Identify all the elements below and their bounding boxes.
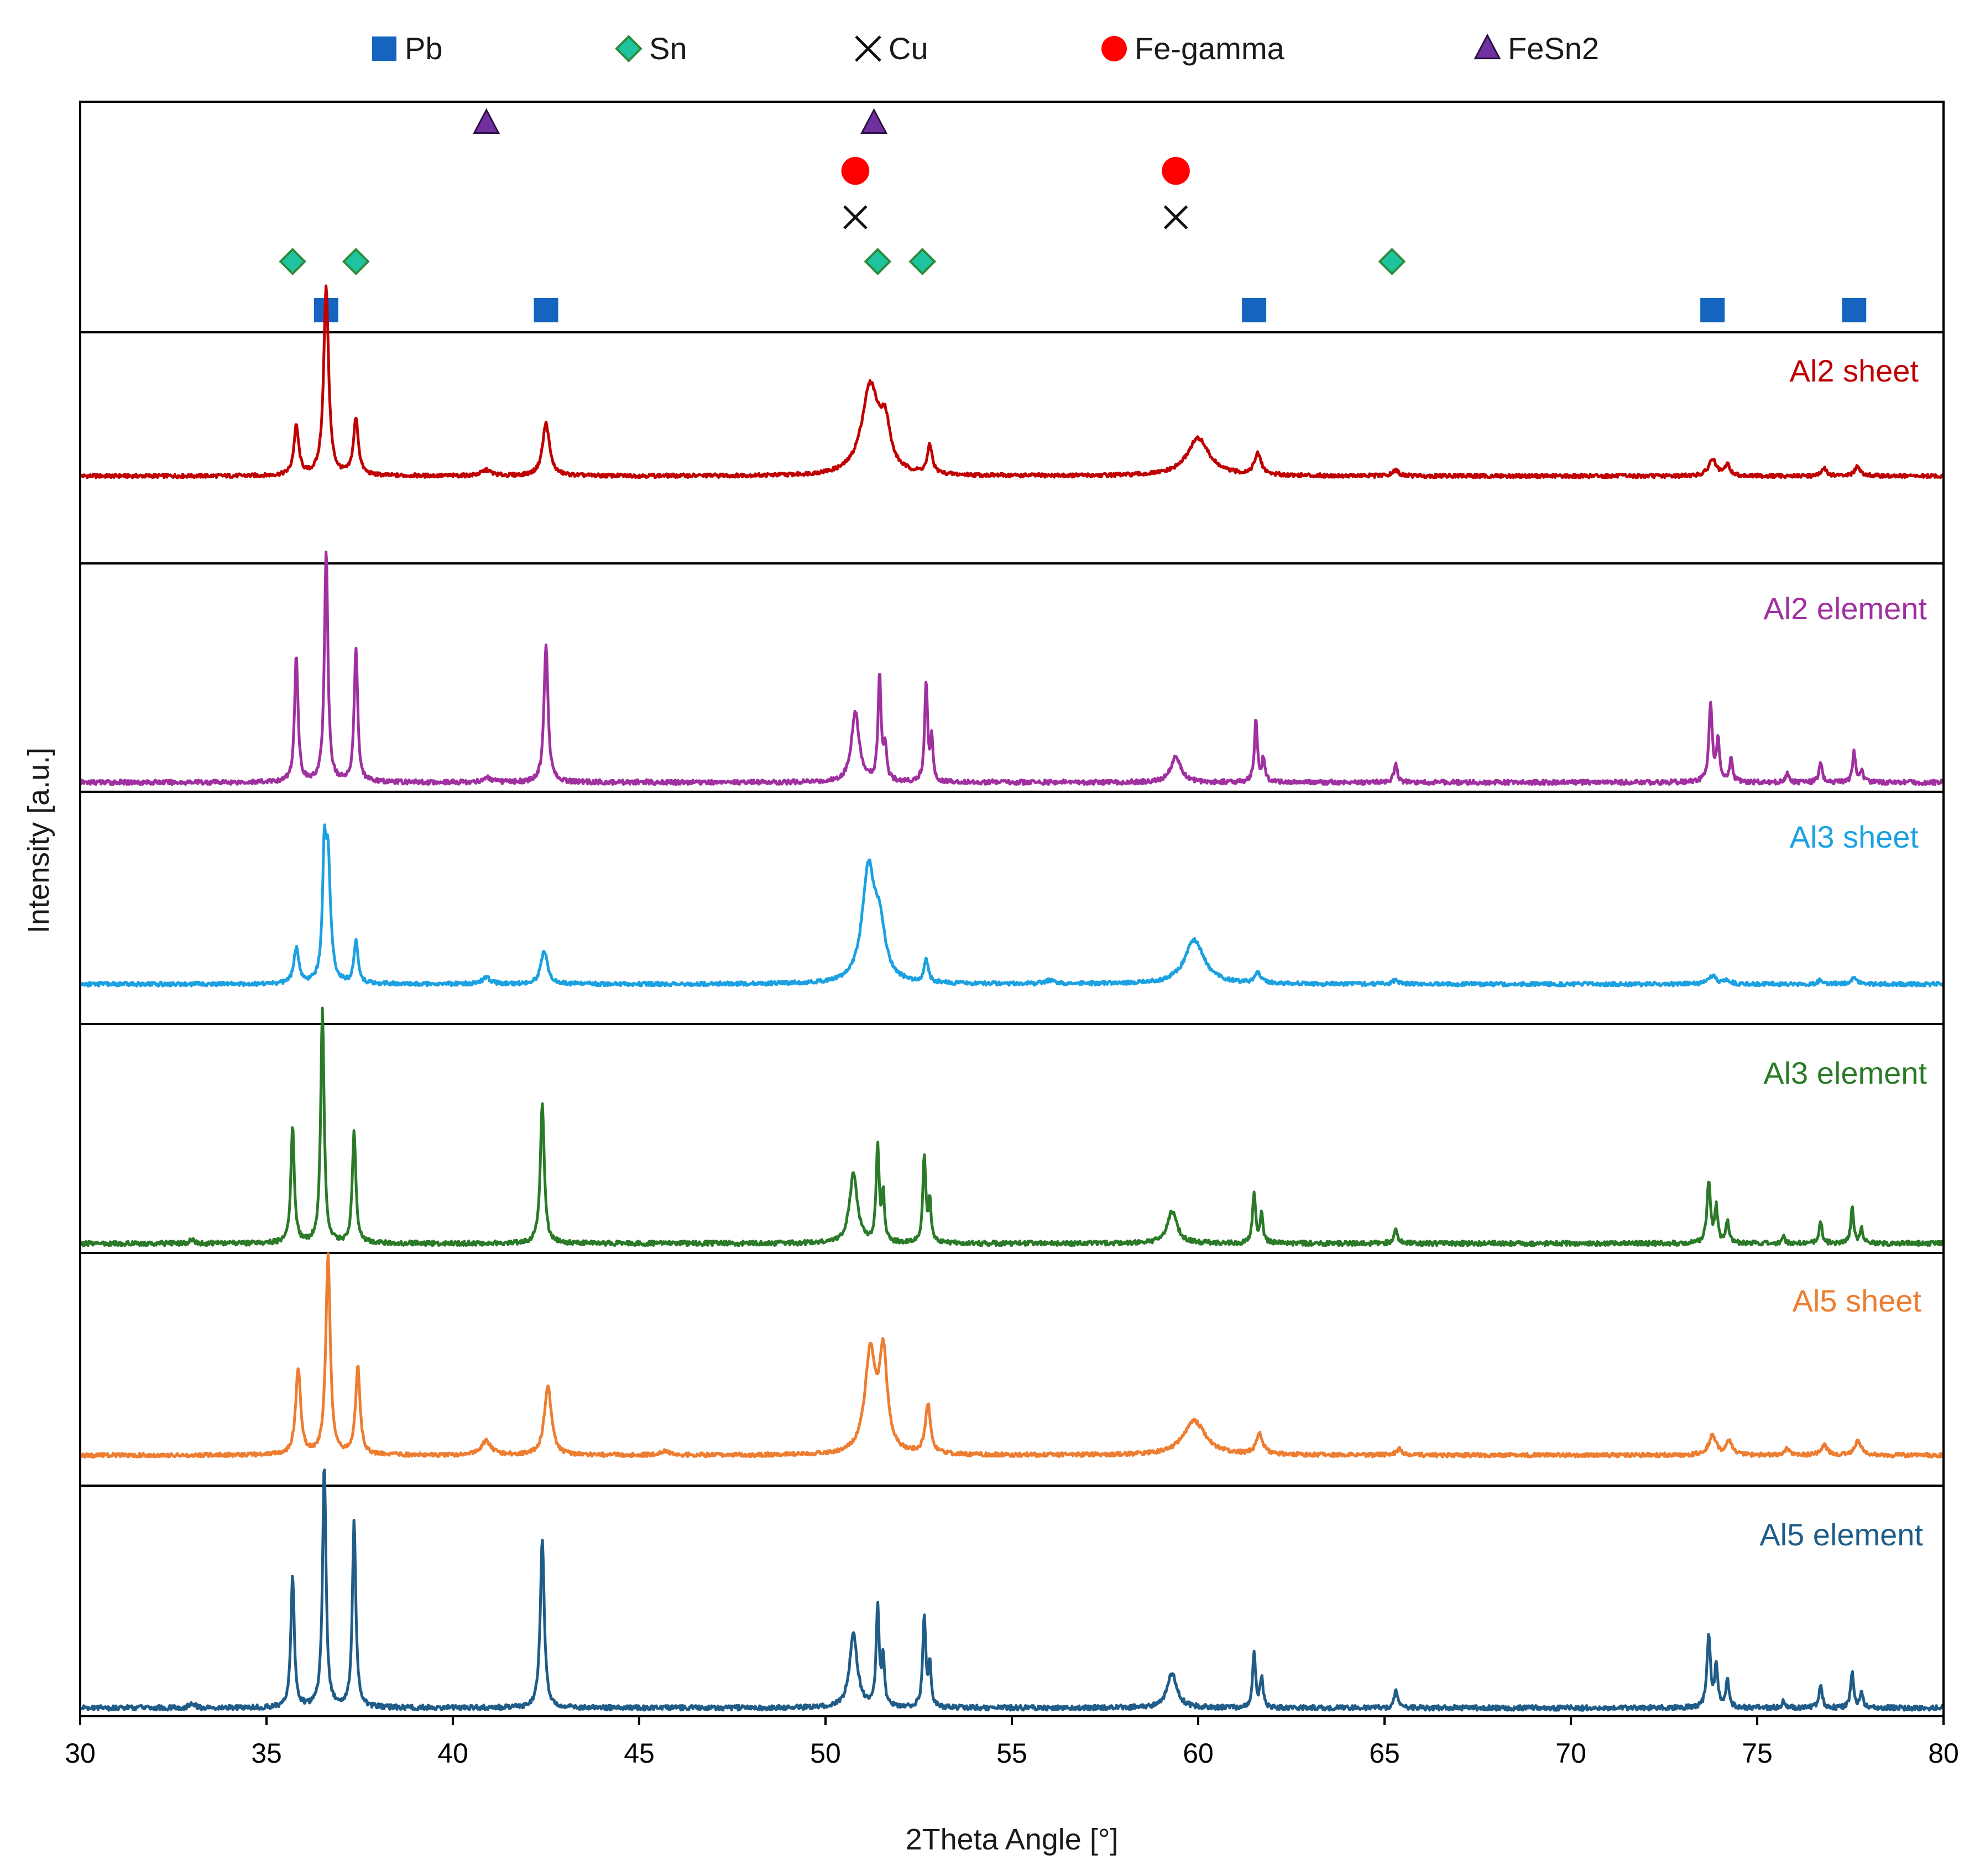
x-tick-label-55: 55 (996, 1738, 1027, 1769)
ref-sn-marker-4-icon (908, 248, 937, 275)
legend-label-cu: Cu (889, 31, 928, 66)
panel-al3-sheet: Al3 sheet (79, 791, 1945, 987)
legend-pb-marker-icon (372, 36, 396, 61)
series-label-al2-sheet: Al2 sheet (1790, 353, 1919, 388)
x-tick-label-80: 80 (1928, 1738, 1959, 1769)
ref-sn-marker-3-icon (864, 248, 892, 275)
panel-al5-sheet: Al5 sheet (79, 1252, 1945, 1459)
series-line-al2-sheet (79, 284, 1945, 479)
ref-pb-marker-3-icon (1242, 298, 1267, 322)
series-line-al3-sheet (79, 823, 1945, 987)
legend-label-fe-gamma: Fe-gamma (1135, 31, 1285, 66)
plot-frame (79, 101, 1945, 1717)
x-axis: 30 35 40 45 50 55 60 65 70 75 80 (65, 101, 1959, 1769)
x-tick-label-30: 30 (65, 1738, 96, 1769)
ref-cu-marker-1-icon (843, 205, 868, 229)
legend-sn-marker-icon (615, 35, 642, 62)
series-line-al3-element (79, 1006, 1945, 1247)
ref-fesn2-marker-1-icon (473, 108, 500, 134)
ref-sn-marker-1-icon (279, 248, 307, 275)
legend-cu-marker-icon (855, 35, 881, 62)
ref-fe-gamma-marker-2-icon (1162, 156, 1190, 185)
x-tick-label-60: 60 (1183, 1738, 1214, 1769)
panel-al2-sheet: Al2 sheet (79, 284, 1945, 479)
legend-fesn2-marker-icon (1474, 33, 1501, 60)
x-tick-label-65: 65 (1369, 1738, 1400, 1769)
x-tick-label-35: 35 (251, 1738, 282, 1769)
x-tick-label-70: 70 (1555, 1738, 1586, 1769)
ref-cu-marker-2-icon (1163, 205, 1188, 229)
ref-pb-marker-2-icon (534, 298, 558, 322)
legend-fe-gamma-marker-icon (1101, 36, 1127, 61)
series-label-al3-element: Al3 element (1763, 1055, 1927, 1090)
ref-pb-marker-4-icon (1700, 298, 1725, 322)
series-label-al2-element: Al2 element (1763, 591, 1927, 626)
ref-pb-marker-5-icon (1842, 298, 1867, 322)
series-label-al3-sheet: Al3 sheet (1790, 819, 1919, 854)
series-line-al2-element (79, 550, 1945, 786)
series-label-al5-element: Al5 element (1759, 1517, 1923, 1552)
ref-sn-marker-2-icon (342, 248, 370, 275)
ref-sn-marker-5-icon (1378, 248, 1406, 275)
ref-fesn2-marker-2-icon (860, 108, 888, 134)
series-line-al5-element (79, 1469, 1945, 1712)
x-axis-title: 2Theta Angle [°] (906, 1823, 1119, 1856)
pattern-panels: Al2 sheet Al2 element Al3 sheet Al3 element… (79, 284, 1945, 1712)
legend-label-pb: Pb (405, 31, 443, 66)
y-axis-title: Intensity [a.u.] (22, 748, 55, 933)
x-tick-label-40: 40 (437, 1738, 468, 1769)
reference-peak-panel (79, 101, 1945, 333)
series-line-al5-sheet (79, 1252, 1945, 1459)
panel-al2-element: Al2 element (79, 550, 1945, 786)
ref-fe-gamma-marker-1-icon (841, 156, 870, 185)
x-tick-label-50: 50 (810, 1738, 841, 1769)
x-tick-label-45: 45 (624, 1738, 655, 1769)
legend: Pb Sn Cu Fe-gamma FeSn2 (372, 31, 1599, 66)
series-label-al5-sheet: Al5 sheet (1793, 1283, 1922, 1318)
legend-label-fesn2: FeSn2 (1508, 31, 1599, 66)
panel-al5-element: Al5 element (79, 1469, 1945, 1712)
x-tick-label-75: 75 (1742, 1738, 1773, 1769)
reference-panel-frame (79, 101, 1945, 333)
legend-label-sn: Sn (649, 31, 687, 66)
panel-al3-element: Al3 element (79, 1006, 1945, 1247)
